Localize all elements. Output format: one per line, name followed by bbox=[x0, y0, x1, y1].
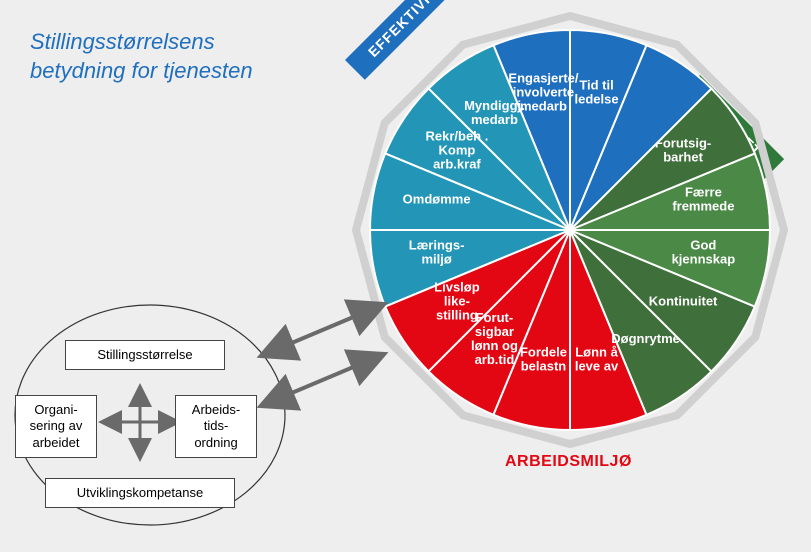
oval-item-utviklingskompetanse: Utviklingskompetanse bbox=[45, 478, 235, 508]
svg-text:Kontinuitet: Kontinuitet bbox=[649, 294, 718, 309]
title-line-1: Stillingsstørrelsens bbox=[30, 29, 215, 54]
oval-item-organisering: Organi-sering avarbeidet bbox=[15, 395, 97, 458]
svg-text:Myndiggj.medarb: Myndiggj.medarb bbox=[464, 98, 525, 127]
svg-text:Døgnrytme: Døgnrytme bbox=[611, 331, 680, 346]
oval-diagram: Stillingsstørrelse Organi-sering avarbei… bbox=[10, 300, 300, 530]
svg-text:Forutsig-barhet: Forutsig-barhet bbox=[655, 135, 711, 164]
pie-chart: Tid tilledelseEngasjerte/involvertemedar… bbox=[350, 10, 790, 450]
badge-arbeidsmiljo: ARBEIDSMILJØ bbox=[505, 453, 632, 471]
svg-text:Tid tilledelse: Tid tilledelse bbox=[574, 78, 618, 107]
oval-item-stillingsstorrelse: Stillingsstørrelse bbox=[65, 340, 225, 370]
diagram-title: Stillingsstørrelsens betydning for tjene… bbox=[30, 28, 253, 85]
svg-text:Omdømme: Omdømme bbox=[403, 191, 471, 206]
oval-item-arbeidstidsordning: Arbeids-tids-ordning bbox=[175, 395, 257, 458]
svg-text:Fordelebelastn: Fordelebelastn bbox=[520, 344, 567, 373]
title-line-2: betydning for tjenesten bbox=[30, 58, 253, 83]
svg-text:Lønn åleve av: Lønn åleve av bbox=[575, 344, 619, 373]
svg-text:Forut-sigbarlønn ogarb.tid: Forut-sigbarlønn ogarb.tid bbox=[471, 310, 518, 367]
pie-svg: Tid tilledelseEngasjerte/involvertemedar… bbox=[350, 10, 790, 450]
